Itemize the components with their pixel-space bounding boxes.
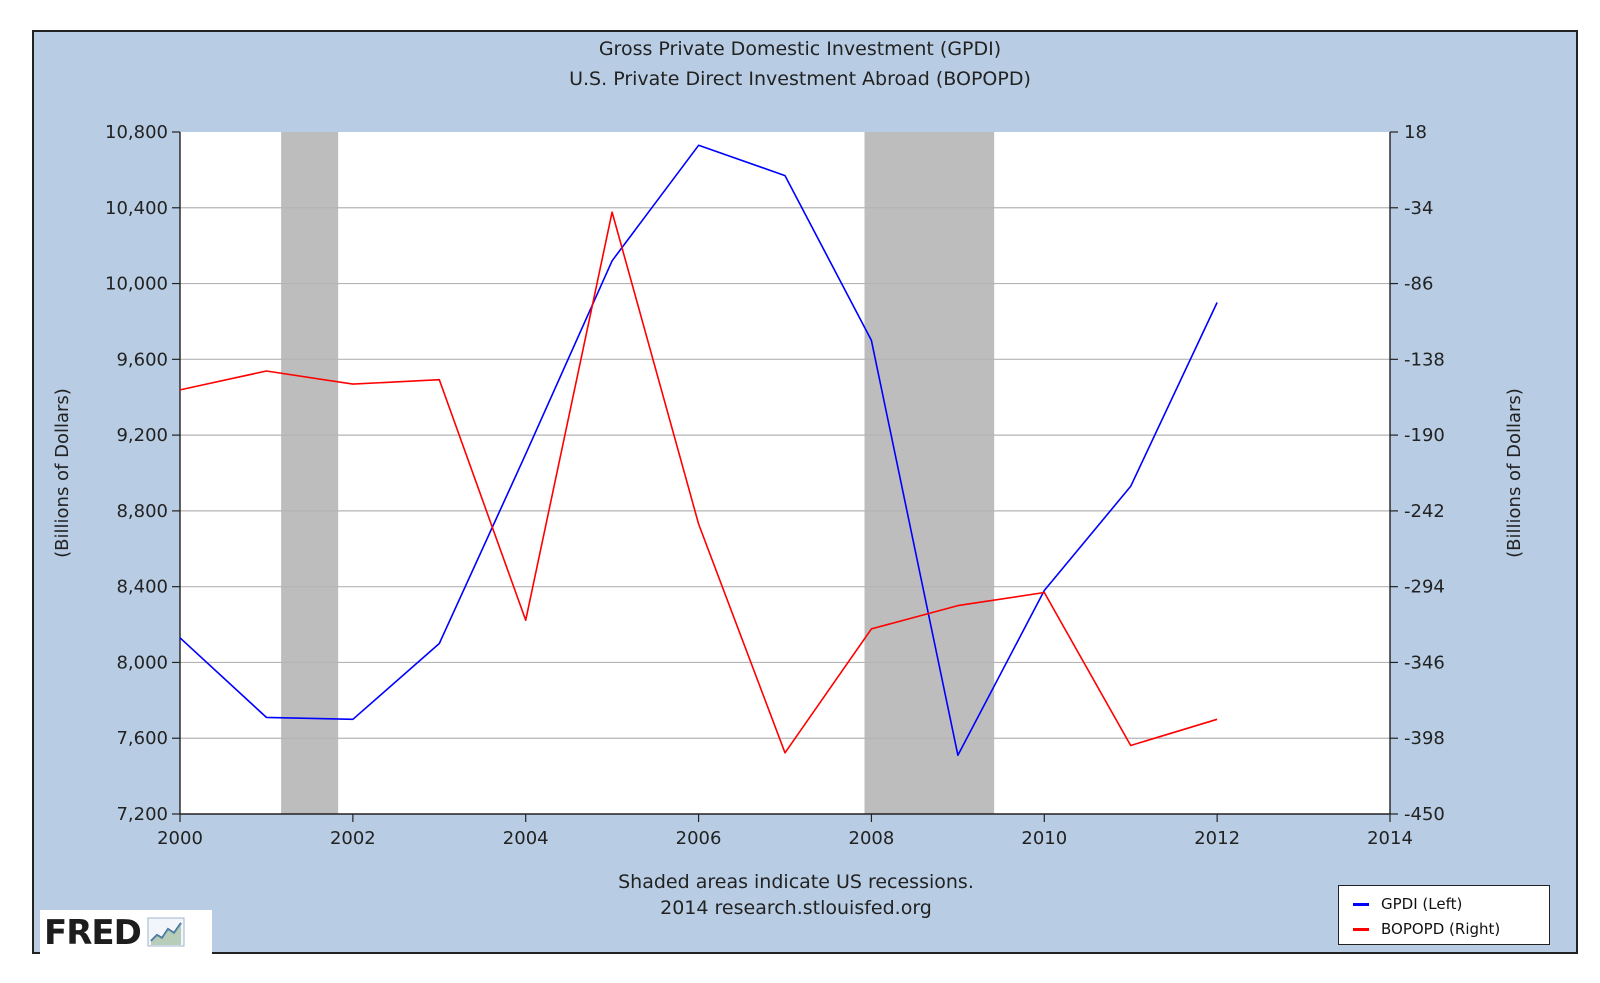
y-right-tick-label: -398: [1404, 728, 1445, 749]
y-left-tick-label: 7,200: [116, 804, 168, 825]
y-left-tick-label: 10,400: [105, 198, 168, 219]
y-left-tick-label: 10,800: [105, 122, 168, 143]
legend: GPDI (Left) BOPOPD (Right): [1338, 885, 1550, 945]
fred-logo-text: FRED: [44, 913, 142, 953]
x-tick-label: 2002: [330, 828, 376, 849]
recession-band-0: [281, 132, 339, 814]
plot-area: [180, 132, 1390, 814]
x-tick-label: 2010: [1021, 828, 1067, 849]
legend-item-gpdi: GPDI (Left): [1353, 894, 1462, 914]
y-right-tick-label: -450: [1404, 804, 1445, 825]
fred-logo: FRED: [40, 910, 212, 956]
legend-swatch-bopopd: [1353, 927, 1369, 931]
y-right-tick-label: -346: [1404, 652, 1445, 673]
y-left-tick-label: 7,600: [116, 728, 168, 749]
recession-band-1: [864, 132, 995, 814]
x-tick-label: 2004: [503, 828, 549, 849]
x-tick-label: 2000: [157, 828, 203, 849]
y-right-tick-label: -242: [1404, 501, 1445, 522]
chart-subtitle: U.S. Private Direct Investment Abroad (B…: [569, 68, 1031, 90]
recession-note: Shaded areas indicate US recessions.: [618, 871, 974, 893]
y-left-tick-label: 9,200: [116, 425, 168, 446]
y-right-tick-label: -294: [1404, 577, 1445, 598]
source-note: 2014 research.stlouisfed.org: [660, 897, 932, 919]
y-right-tick-label: -34: [1404, 198, 1433, 219]
y-right-tick-label: -86: [1404, 274, 1433, 295]
fred-chart-icon: [147, 917, 185, 947]
x-tick-label: 2006: [676, 828, 722, 849]
y-right-tick-label: 18: [1404, 122, 1427, 143]
legend-item-bopopd: BOPOPD (Right): [1353, 919, 1500, 939]
y-left-tick-label: 10,000: [105, 274, 168, 295]
y-left-tick-label: 9,600: [116, 349, 168, 370]
x-tick-label: 2012: [1194, 828, 1240, 849]
y-right-axis-title: (Billions of Dollars): [1504, 388, 1525, 558]
y-left-tick-label: 8,400: [116, 577, 168, 598]
y-left-axis-title: (Billions of Dollars): [52, 388, 73, 558]
y-right-tick-label: -138: [1404, 349, 1445, 370]
legend-label-bopopd: BOPOPD (Right): [1381, 920, 1501, 938]
legend-label-gpdi: GPDI (Left): [1381, 895, 1463, 913]
y-left-tick-label: 8,800: [116, 501, 168, 522]
y-left-tick-label: 8,000: [116, 652, 168, 673]
x-tick-label: 2014: [1367, 828, 1413, 849]
legend-swatch-gpdi: [1353, 902, 1369, 906]
y-right-tick-label: -190: [1404, 425, 1445, 446]
chart-title: Gross Private Domestic Investment (GPDI): [598, 38, 1002, 60]
x-tick-label: 2008: [849, 828, 895, 849]
